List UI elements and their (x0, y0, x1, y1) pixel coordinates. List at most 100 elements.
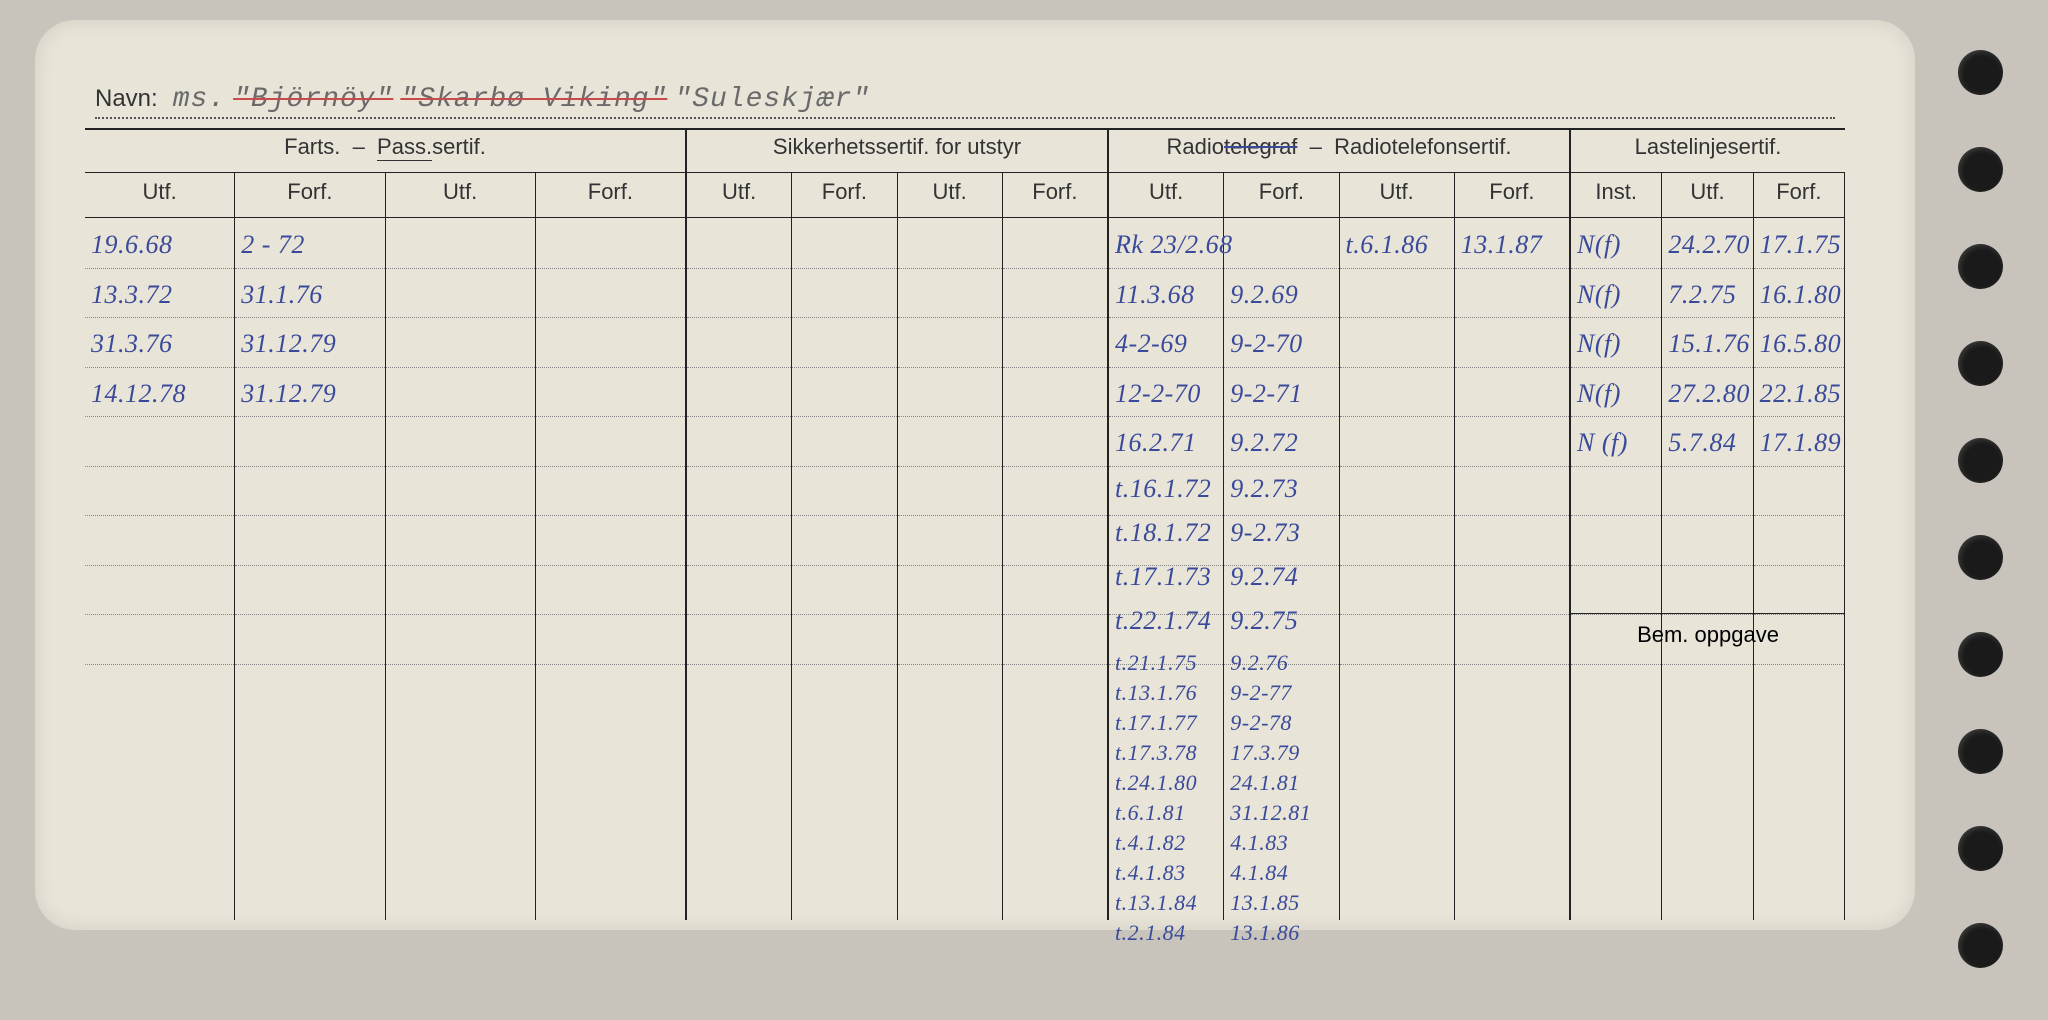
handwritten-entry: t.17.3.78 (1115, 740, 1197, 766)
handwritten-entry: 31.12.79 (241, 329, 336, 359)
handwritten-entry: 24.2.70 (1668, 230, 1750, 260)
handwritten-entry: 7.2.75 (1668, 280, 1736, 310)
handwritten-entry: 24.1.81 (1230, 770, 1300, 796)
binder-hole (1958, 50, 2003, 95)
handwritten-entry: t.4.1.83 (1115, 860, 1186, 886)
col-utf: Utf. (1109, 173, 1223, 218)
handwritten-entry: 17.3.79 (1230, 740, 1300, 766)
handwritten-entry: 4.1.84 (1230, 860, 1288, 886)
handwritten-entry: t.22.1.74 (1115, 606, 1211, 636)
vessel-name-3: "Suleskjær" (674, 84, 870, 115)
handwritten-entry: 31.3.76 (91, 329, 173, 359)
navn-prefix: ms. (173, 84, 226, 115)
col-forf: Forf. (792, 173, 896, 218)
handwritten-entry: 4.1.83 (1230, 830, 1288, 856)
handwritten-entry: N(f) (1577, 379, 1621, 409)
handwritten-entry: 31.12.81 (1230, 800, 1311, 826)
handwritten-entry: 9.2.72 (1230, 428, 1298, 458)
handwritten-entry: N(f) (1577, 329, 1621, 359)
handwritten-entry: t.2.1.84 (1115, 920, 1186, 946)
binder-hole (1958, 826, 2003, 871)
navn-label: Navn: (95, 85, 158, 112)
handwritten-entry: 15.1.76 (1668, 329, 1750, 359)
binder-hole (1958, 341, 2003, 386)
col-utf: Utf. (1340, 173, 1454, 218)
handwritten-entry: t.24.1.80 (1115, 770, 1197, 796)
handwritten-entry: t.13.1.84 (1115, 890, 1197, 916)
handwritten-entry: 14.12.78 (91, 379, 186, 409)
handwritten-entry: t.17.1.73 (1115, 562, 1211, 592)
handwritten-entry: 9-2-78 (1230, 710, 1292, 736)
laste-title: Lastelinjesertif. (1571, 130, 1845, 173)
handwritten-entry: 5.7.84 (1668, 428, 1736, 458)
handwritten-entry: 9-2-71 (1230, 379, 1302, 409)
handwritten-entry: 9-2.73 (1230, 518, 1300, 548)
vessel-name-1: "Björnöy" (233, 84, 393, 115)
section-sikkerhet: Sikkerhetssertif. for utstyr Utf. Forf. … (687, 130, 1109, 920)
col-utf: Utf. (898, 173, 1002, 218)
binder-hole (1958, 535, 2003, 580)
handwritten-entry: 17.1.89 (1760, 428, 1842, 458)
binder-holes (1958, 50, 2018, 1020)
handwritten-entry: t.13.1.76 (1115, 680, 1197, 706)
col-forf: Forf. (1003, 173, 1107, 218)
handwritten-entry: 9.2.73 (1230, 474, 1298, 504)
handwritten-entry: Rk 23/2.68 (1115, 230, 1233, 260)
section-farts: Farts. – Pass.sertif. Utf. 19.6.68 13.3.72… (85, 130, 687, 920)
handwritten-entry: 22.1.85 (1760, 379, 1842, 409)
col-forf: Forf. (235, 173, 384, 218)
handwritten-entry: 31.12.79 (241, 379, 336, 409)
handwritten-entry: 19.6.68 (91, 230, 173, 260)
handwritten-entry: t.6.1.86 (1346, 230, 1429, 260)
farts-title: Farts. – Pass.sertif. (85, 130, 685, 173)
handwritten-entry: 17.1.75 (1760, 230, 1842, 260)
handwritten-entry: 27.2.80 (1668, 379, 1750, 409)
handwritten-entry: 13.1.85 (1230, 890, 1300, 916)
handwritten-entry: 16.2.71 (1115, 428, 1197, 458)
handwritten-entry: 9.2.75 (1230, 606, 1298, 636)
binder-hole (1958, 923, 2003, 968)
main-table: Farts. – Pass.sertif. Utf. 19.6.68 13.3.72… (85, 128, 1845, 920)
col-forf: Forf. (1754, 173, 1844, 218)
binder-hole (1958, 438, 2003, 483)
col-forf: Forf. (1455, 173, 1569, 218)
sikkerhet-title: Sikkerhetssertif. for utstyr (687, 130, 1107, 173)
col-utf: Utf. (1662, 173, 1752, 218)
handwritten-entry: t.21.1.75 (1115, 650, 1197, 676)
section-radio: Radiotelegraf – Radiotelefonsertif. Utf.… (1109, 130, 1571, 920)
binder-hole (1958, 244, 2003, 289)
col-inst: Inst. (1571, 173, 1661, 218)
handwritten-entry: 9-2-70 (1230, 329, 1302, 359)
handwritten-entry: 13.1.87 (1461, 230, 1543, 260)
col-utf: Utf. (687, 173, 791, 218)
handwritten-entry: 13.1.86 (1230, 920, 1300, 946)
binder-hole (1958, 632, 2003, 677)
handwritten-entry: 31.1.76 (241, 280, 323, 310)
handwritten-entry: N(f) (1577, 230, 1621, 260)
handwritten-entry: 4-2-69 (1115, 329, 1187, 359)
handwritten-entry: t.17.1.77 (1115, 710, 1197, 736)
col-forf: Forf. (1224, 173, 1338, 218)
col-forf: Forf. (536, 173, 685, 218)
record-card: Navn: ms. "Björnöy" "Skarbø Viking" "Sul… (35, 20, 1915, 930)
handwritten-entry: t.6.1.81 (1115, 800, 1186, 826)
binder-hole (1958, 729, 2003, 774)
handwritten-entry: 9.2.76 (1230, 650, 1288, 676)
handwritten-entry: 9.2.69 (1230, 280, 1298, 310)
radio-title: Radiotelegraf – Radiotelefonsertif. (1109, 130, 1569, 173)
col-utf: Utf. (386, 173, 535, 218)
handwritten-entry: 13.3.72 (91, 280, 173, 310)
handwritten-entry: 16.1.80 (1760, 280, 1842, 310)
handwritten-entry: t.16.1.72 (1115, 474, 1211, 504)
handwritten-entry: t.4.1.82 (1115, 830, 1186, 856)
col-utf: Utf. (85, 173, 234, 218)
navn-row: Navn: ms. "Björnöy" "Skarbø Viking" "Sul… (95, 82, 1835, 119)
handwritten-entry: 2 - 72 (241, 230, 305, 260)
handwritten-entry: N (f) (1577, 428, 1628, 458)
handwritten-entry: 9-2-77 (1230, 680, 1292, 706)
handwritten-entry: 11.3.68 (1115, 280, 1195, 310)
handwritten-entry: t.18.1.72 (1115, 518, 1211, 548)
handwritten-entry: 16.5.80 (1760, 329, 1842, 359)
section-laste: Lastelinjesertif. Inst.N(f)N(f)N(f)N(f)N… (1571, 130, 1845, 920)
vessel-name-2: "Skarbø Viking" (400, 84, 667, 115)
